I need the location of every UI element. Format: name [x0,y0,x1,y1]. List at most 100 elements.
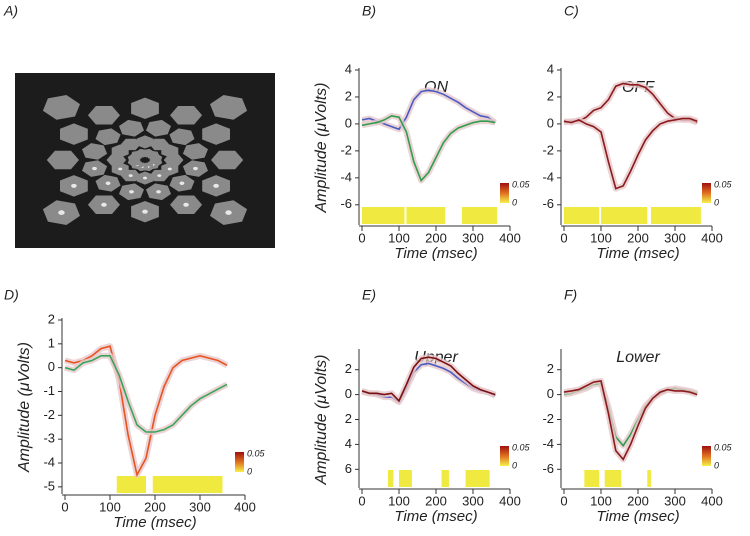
y-tick-label: -6 [542,196,554,211]
y-tick-label: -3 [43,431,55,446]
stimulus-dot [92,166,97,171]
stimulus-patch [210,95,248,120]
x-tick-label: 400 [701,230,723,245]
stimulus-patch [95,128,121,146]
y-tick-label: 6 [345,461,352,476]
stimulus-patch [146,119,171,137]
stimulus-dot [105,181,111,185]
significance-bar [399,470,412,487]
y-tick-label: -6 [340,196,352,211]
y-tick-label: -4 [43,454,55,469]
y-tick-label: -4 [542,169,554,184]
colorbar-label: 0 [714,197,719,207]
significance-bar [461,207,498,224]
x-axis-label: Time (msec) [394,245,477,262]
stimulus-dot [183,202,189,207]
colorbar-label: 0.05 [247,448,266,458]
series-line [361,114,496,182]
stimulus-dot [128,174,133,178]
series-line [64,355,228,433]
panel-label: F) [564,287,577,303]
colorbar-label: 0 [714,460,719,470]
x-tick-label: 100 [99,499,121,514]
significance-bar [465,470,490,487]
significance-bar [604,470,622,487]
y-tick-label: -1 [43,383,55,398]
x-axis-label: Time (msec) [596,245,679,262]
y-tick-label: 0 [345,115,352,130]
x-tick-label: 100 [590,230,612,245]
stimulus-patch [211,150,244,170]
panel-label: D) [4,287,19,303]
y-tick-label: 2 [48,311,55,326]
stimulus-patch [169,128,195,146]
stimulus-patch [136,135,154,149]
confidence-band [563,115,699,192]
x-tick-label: 0 [560,230,567,245]
significance-bar [564,207,600,224]
stimulus-dot [58,210,65,215]
stimulus-dot [142,209,148,214]
stimulus-patch [82,143,108,160]
stimulus-patch [202,123,230,145]
y-axis-label: Amplitude (μVolts) [16,342,33,473]
y-tick-label: 0 [345,386,352,401]
x-tick-label: 300 [664,493,686,508]
y-tick-label: -4 [340,169,352,184]
series-line [563,117,698,190]
colorbar [500,183,509,203]
x-tick-label: 200 [144,499,166,514]
significance-bar [406,207,446,224]
stimulus-patch [149,153,163,163]
stimulus-dot [71,183,77,188]
colorbar-label: 0 [247,466,252,476]
colorbar-label: 0.05 [512,179,531,189]
stimulus [42,95,248,225]
stimulus-dot [156,190,161,194]
stimulus-dot [157,174,162,178]
confidence-band [563,377,699,463]
series-line [361,356,496,403]
x-axis-label: Time (msec) [596,508,679,525]
series-line [563,379,698,461]
stimulus-patch [87,106,120,125]
stimulus-dot [167,167,172,171]
confidence-band [64,352,229,435]
x-tick-label: 0 [358,493,365,508]
y-tick-label: 0 [547,386,554,401]
stimulus-patch [119,119,144,137]
y-tick-label: 4 [547,61,554,76]
y-tick-label: 0 [48,359,55,374]
significance-bar [601,207,648,224]
colorbar [702,183,711,203]
significance-bar [362,207,405,224]
y-tick-label: -2 [542,142,554,157]
stimulus-dot [101,202,107,207]
stimulus-patch [42,95,80,120]
y-tick-label: -2 [542,411,554,426]
significance-bar [441,470,449,487]
y-tick-label: 4 [345,436,352,451]
panel-label: B) [362,3,376,19]
y-tick-label: 2 [547,361,554,376]
stimulus-patch [182,143,208,160]
x-tick-label: 300 [664,230,686,245]
x-tick-label: 100 [388,230,410,245]
colorbar-label: 0.05 [714,442,733,452]
series-line [361,89,496,131]
x-tick-label: 200 [425,493,447,508]
colorbar [235,452,244,472]
x-tick-label: 0 [358,230,365,245]
y-tick-label: -4 [542,436,554,451]
y-tick-label: -2 [340,142,352,157]
x-axis-label: Time (msec) [113,514,196,531]
x-tick-label: 300 [462,230,484,245]
stimulus-patch [120,138,141,151]
x-tick-label: 200 [425,230,447,245]
panel-label: E) [362,287,376,303]
series-line [64,345,228,478]
panel-label: A) [3,3,18,19]
stimulus-patch [46,150,79,170]
stimulus-patch [170,106,203,125]
